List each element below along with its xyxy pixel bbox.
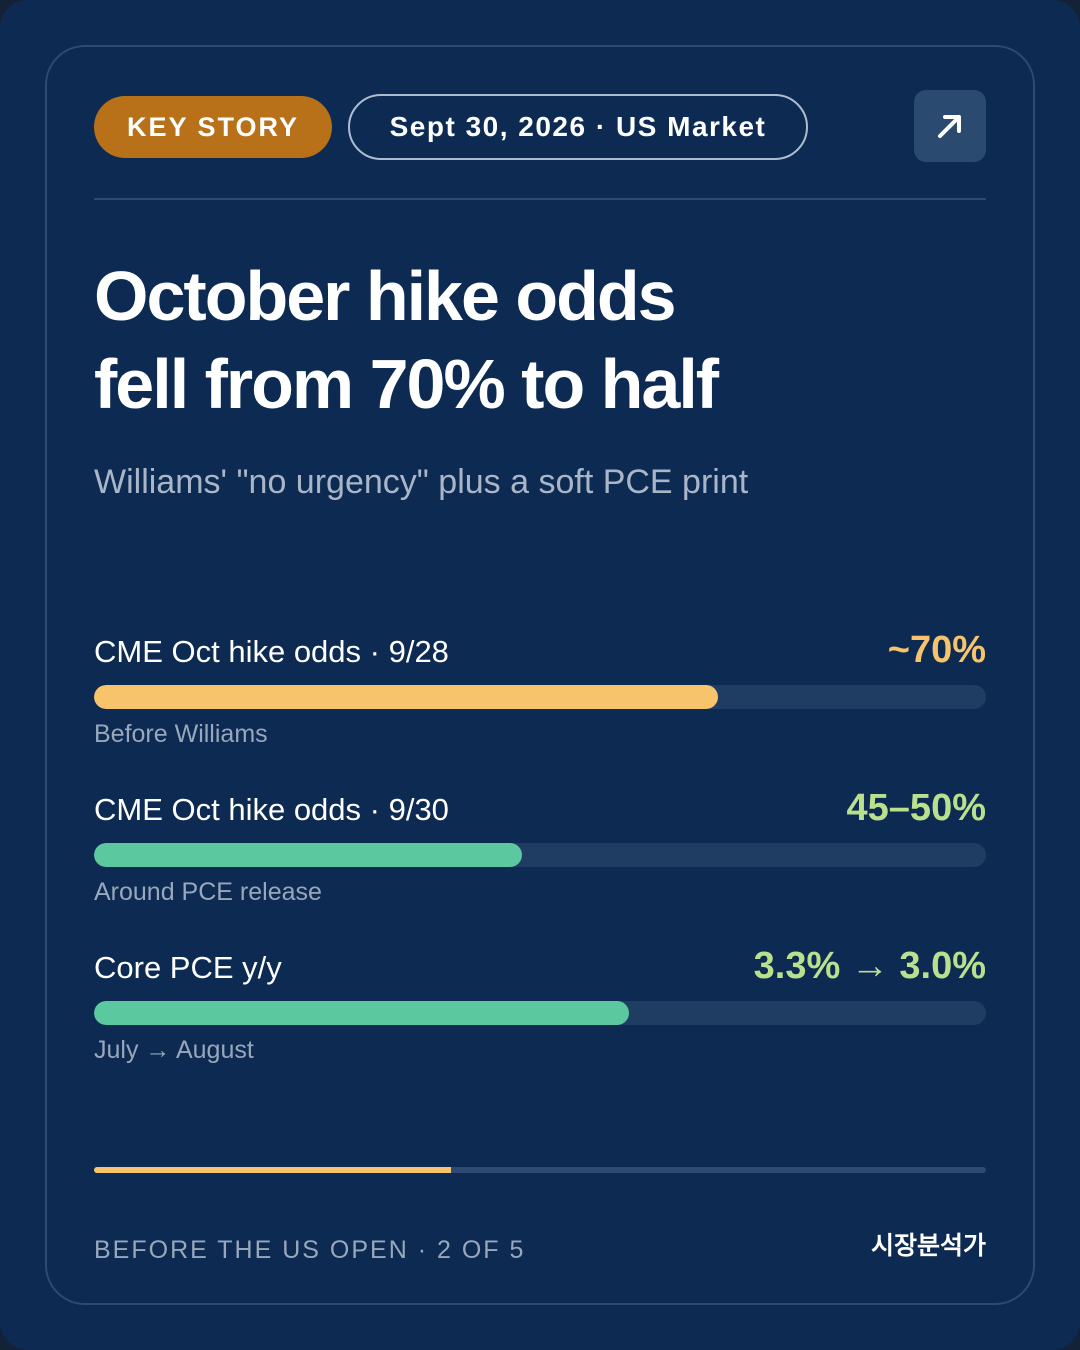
metric-oct-odds-0930: CME Oct hike odds · 9/30 45–50% Around P… [94, 787, 986, 920]
metric-bar-track [94, 685, 986, 709]
metric-bar-fill [94, 1001, 630, 1025]
metric-bar-fill [94, 685, 719, 709]
metric-oct-odds-0928: CME Oct hike odds · 9/28 ~70% Before Wil… [94, 629, 986, 762]
footer-position: BEFORE THE US OPEN · 2 OF 5 [94, 1236, 526, 1264]
headline: October hike odds fell from 70% to half [94, 252, 986, 428]
metric-note: July → August [94, 1036, 254, 1064]
headline-line-2: fell from 70% to half [94, 345, 719, 423]
subheadline: Williams' "no urgency" plus a soft PCE p… [94, 463, 749, 501]
metric-value: 45–50% [846, 787, 986, 829]
story-progress-bar [94, 1167, 986, 1173]
date-market-pill: Sept 30, 2026 · US Market [348, 94, 808, 160]
metric-bar-track [94, 1001, 986, 1025]
metric-core-pce: Core PCE y/y 3.3% → 3.0% July → August [94, 945, 986, 1078]
headline-line-1: October hike odds [94, 257, 677, 335]
metric-label: CME Oct hike odds · 9/30 [94, 792, 449, 827]
metric-note: Before Williams [94, 720, 268, 748]
metric-bar-track [94, 843, 986, 867]
metric-value: ~70% [887, 629, 986, 671]
metric-label: Core PCE y/y [94, 950, 282, 985]
metric-label: CME Oct hike odds · 9/28 [94, 634, 449, 669]
footer-brand: 시장분석가 [870, 1232, 986, 1260]
metric-bar-fill [94, 843, 523, 867]
metric-note: Around PCE release [94, 878, 322, 906]
key-story-badge: KEY STORY [94, 96, 332, 158]
story-progress-fill [94, 1167, 451, 1173]
arrow-up-right-icon [938, 115, 961, 138]
share-button[interactable] [914, 90, 986, 162]
metric-value: 3.3% → 3.0% [753, 945, 986, 987]
header-divider [94, 198, 986, 200]
story-card [45, 45, 1035, 1305]
